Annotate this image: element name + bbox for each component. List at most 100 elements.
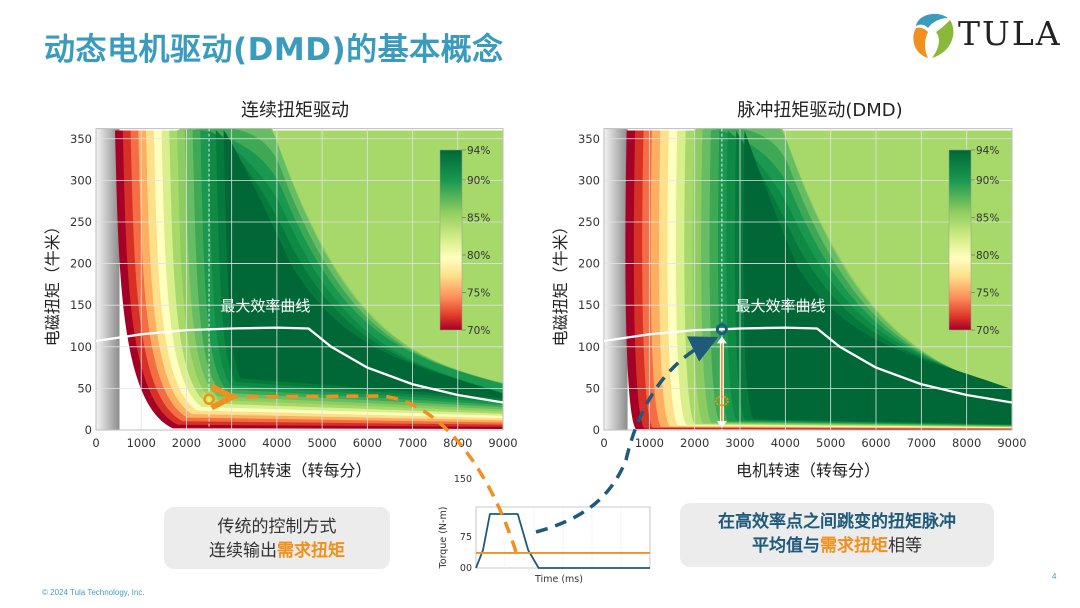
x-tick-label: 7000 [907, 436, 936, 450]
y-tick-label: 250 [578, 215, 600, 229]
x-tick-label: 2000 [680, 436, 709, 450]
y-tick-label: 200 [70, 257, 92, 271]
operating-point-glow [199, 389, 220, 410]
x-tick-label: 6000 [861, 436, 890, 450]
plot-frame [95, 128, 504, 431]
y-tick-label: 250 [70, 215, 92, 229]
contour-group [96, 128, 503, 430]
callout-left-highlight: 需求扭矩 [277, 541, 345, 561]
x-tick-label: 5000 [816, 436, 845, 450]
y-tick-label: 350 [578, 132, 600, 146]
x-tick-label: 0 [92, 436, 99, 450]
inset-y-tick-label: 75 [460, 532, 472, 543]
x-tick-label: 5000 [307, 436, 336, 450]
arrow-down-head [716, 421, 727, 428]
high-efficiency-point-marker [715, 323, 728, 336]
max-efficiency-curve [96, 326, 503, 404]
y-tick-label: 50 [77, 381, 92, 395]
colorbar-gradient [439, 149, 463, 331]
x-tick-label: 6000 [353, 436, 382, 450]
y-tick-label: 150 [578, 298, 600, 312]
colorbar-tick-label: 85% [976, 213, 999, 225]
y-tick-label: 0 [593, 423, 600, 437]
callout-continuous: 传统的控制方式 连续输出需求扭矩 [164, 507, 390, 569]
inset-y-tick-label: 00 [460, 563, 472, 574]
copyright-footer: © 2024 Tula Technology, Inc. [42, 588, 145, 597]
callout-right-prefix: 平均值与 [752, 536, 820, 556]
colorbar: 94% 90% 85% 80% 75% 70% [439, 145, 490, 337]
inset-y-tick-label: 150 [454, 474, 472, 485]
x-tick-label: 8000 [952, 436, 981, 450]
y-axis-label: 电磁扭矩（牛米） [551, 218, 570, 346]
pulse-torque-line [475, 513, 650, 569]
x-tick-label: 3000 [217, 436, 246, 450]
y-tick-label: 100 [578, 340, 600, 354]
callout-right-highlight: 需求扭矩 [820, 536, 888, 556]
navy-dashed-arrow [535, 336, 719, 534]
callout-left-prefix: 连续输出 [209, 541, 277, 561]
colorbar-tick-label: 90% [467, 175, 490, 187]
max-efficiency-curve [604, 326, 1012, 404]
grid-lines [96, 128, 504, 430]
x-tick-label: 7000 [398, 436, 427, 450]
arrow-up-head [716, 336, 727, 344]
x-tick-label: 1000 [635, 436, 664, 450]
logo-text: TULA [958, 14, 1062, 53]
y-tick-label: 50 [585, 381, 600, 395]
x-tick-label: 1000 [127, 436, 156, 450]
colorbar-tick-label: 94% [467, 145, 490, 157]
x-tick-label: 2000 [172, 436, 201, 450]
callout-left-line2: 连续输出需求扭矩 [164, 539, 390, 563]
efficiency-band [743, 130, 1012, 425]
y-tick-label: 200 [578, 257, 600, 271]
orange-dashed-arrow [222, 396, 518, 553]
colorbar-tick-label: 70% [976, 325, 999, 337]
callout-right-line1: 在高效率点之间跳变的扭矩脉冲 [718, 512, 956, 532]
colorbar-tick-label: 85% [467, 213, 490, 225]
low-efficiency-region [96, 128, 120, 430]
x-tick-label: 0 [600, 436, 607, 450]
inset-x-axis-label: Time (ms) [534, 574, 583, 585]
low-efficiency-region [604, 128, 628, 430]
tula-swirl-icon [913, 13, 954, 58]
callout-left-line1: 传统的控制方式 [217, 517, 337, 537]
colorbar-tick-label: 75% [976, 288, 999, 300]
inset-y-axis-label: Torque (N-m) [438, 507, 449, 570]
pulse-inset-chart: 00 75 150 Time (ms) Torque (N-m) [438, 474, 651, 585]
chart-title-continuous: 连续扭矩驱动 [241, 100, 349, 121]
x-axis-label: 电机转速（转每分） [736, 461, 880, 480]
y-tick-label: 100 [70, 340, 92, 354]
y-tick-label: 0 [85, 423, 92, 437]
x-tick-label: 9000 [488, 436, 517, 450]
colorbar-tick-label: 70% [467, 325, 490, 337]
callout-right-line2: 平均值与需求扭矩相等 [680, 534, 994, 558]
chart-title-pulsed: 脉冲扭矩驱动(DMD) [737, 100, 903, 121]
x-tick-label: 4000 [262, 436, 291, 450]
colorbar-tick-label: 75% [467, 288, 490, 300]
callout-right-suffix: 相等 [888, 536, 922, 556]
x-tick-label: 3000 [725, 436, 754, 450]
page-number: 4 [1052, 572, 1057, 581]
y-tick-label: 300 [578, 173, 600, 187]
x-tick-label: 9000 [997, 436, 1026, 450]
average-torque-marker [714, 395, 729, 407]
y-axis-label: 电磁扭矩（牛米） [43, 218, 62, 346]
y-tick-label: 300 [70, 173, 92, 187]
x-tick-label: 4000 [771, 436, 800, 450]
colorbar: 94% 90% 85% 80% 75% 70% [948, 145, 999, 337]
colorbar-tick-label: 90% [976, 175, 999, 187]
max-efficiency-curve-label: 最大效率曲线 [220, 297, 310, 315]
tula-logo: TULA [908, 8, 1073, 60]
plot-frame [603, 128, 1013, 431]
y-tick-label: 350 [70, 132, 92, 146]
x-axis-label: 电机转速（转每分） [227, 461, 371, 480]
efficiency-band [223, 130, 503, 399]
colorbar-tick-label: 80% [467, 250, 490, 262]
colorbar-tick-label: 94% [976, 145, 999, 157]
colorbar-gradient [948, 149, 972, 331]
slide-title: 动态电机驱动(DMD)的基本概念 [44, 32, 504, 68]
y-tick-label: 150 [70, 298, 92, 312]
